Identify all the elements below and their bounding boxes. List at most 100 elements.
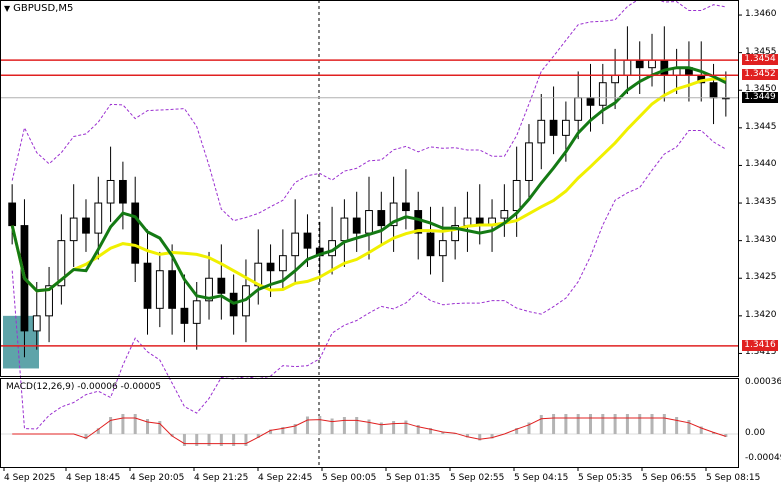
current-price-tag: 1.3449 (742, 91, 778, 103)
macd-histogram-bar (109, 417, 113, 434)
candle-body (549, 119, 558, 136)
macd-histogram-bar (232, 434, 236, 446)
candle (328, 206, 336, 275)
candle-body (155, 270, 164, 309)
bollinger-upper (11, 0, 726, 222)
resistance-lower-tag: 1.3452 (742, 69, 778, 81)
macd-histogram-bar (269, 429, 273, 434)
candle-body (8, 202, 17, 227)
slow-moving-average (10, 77, 726, 293)
macd-tick-label: 0.00036 (745, 377, 781, 387)
candle (205, 251, 213, 320)
candle (377, 191, 386, 245)
macd-histogram-bar (576, 414, 580, 434)
macd-histogram-bar (392, 421, 396, 434)
candle (266, 244, 275, 298)
candle (180, 274, 189, 343)
dropdown-triangle-icon[interactable]: ▼ (4, 4, 11, 13)
macd-histogram-bar (515, 428, 519, 434)
candle (451, 206, 460, 260)
macd-histogram-bar (96, 428, 100, 434)
time-tick-label: 4 Sep 21:25 (194, 473, 249, 483)
price-tick-label: 1.3435 (745, 197, 777, 208)
candle (426, 206, 435, 275)
macd-histogram-bar (305, 416, 309, 434)
candle-body (451, 225, 460, 242)
candle-body (82, 217, 90, 234)
candle (143, 229, 152, 335)
symbol-timeframe: GBPUSD,M5 (13, 3, 74, 14)
macd-histogram-bar (601, 414, 605, 434)
candle (94, 176, 103, 260)
candle-body (352, 217, 361, 234)
candle (402, 169, 410, 230)
time-tick-label: 5 Sep 00:05 (322, 473, 377, 483)
candle-body (660, 59, 669, 76)
macd-histogram-bar (170, 434, 174, 437)
macd-histogram-bar (416, 425, 420, 434)
chart-frame (0, 0, 742, 471)
candle-body (340, 217, 349, 242)
candle-body (426, 232, 435, 257)
macd-histogram-bar (367, 419, 371, 434)
macd-histogram-bar (379, 422, 383, 434)
candle (69, 184, 78, 267)
candle (168, 244, 177, 335)
candle-body (561, 119, 570, 136)
support-tag: 1.3416 (742, 339, 778, 351)
time-tick-label: 4 Sep 20:05 (130, 473, 185, 483)
price-tick-label: 1.3445 (745, 121, 777, 132)
macd-histogram-bar (588, 414, 592, 434)
candle-body (106, 179, 115, 204)
bollinger-lower (11, 130, 727, 430)
macd-histogram-bar (158, 421, 162, 434)
candle-body (611, 74, 619, 84)
macd-histogram-bar (318, 416, 322, 434)
candle-body (500, 210, 509, 219)
candle (57, 214, 66, 305)
candle (414, 191, 423, 260)
candle (106, 146, 115, 222)
candle (438, 206, 447, 282)
time-tick-label: 5 Sep 05:35 (578, 473, 633, 483)
candle-body (168, 270, 177, 309)
time-tick-label: 4 Sep 2025 (4, 473, 56, 483)
macd-histogram-bar (281, 427, 285, 434)
candle-body (402, 202, 410, 212)
price-tick-label: 1.3455 (745, 46, 777, 57)
level-lines (0, 59, 738, 347)
candle (291, 199, 300, 282)
time-tick-label: 5 Sep 04:15 (514, 473, 569, 483)
macd-histogram-bar (712, 432, 716, 434)
candle (709, 63, 718, 125)
candle-body (192, 300, 201, 324)
candle (217, 244, 226, 320)
candle (8, 184, 17, 245)
time-tick-label: 5 Sep 06:55 (642, 473, 697, 483)
candles (8, 26, 730, 358)
candle (500, 184, 509, 237)
candle-body (32, 315, 41, 332)
macd-histogram-bar (133, 414, 137, 434)
candle (45, 266, 53, 343)
candle-body (303, 232, 312, 249)
candle-body (438, 240, 447, 257)
macd-tick-label: -0.00049 (745, 453, 781, 463)
candle-body (291, 232, 300, 257)
candle-body (69, 217, 78, 242)
candle-body (94, 202, 103, 234)
price-tick-label: 1.3415 (745, 347, 777, 358)
time-tick-label: 4 Sep 18:45 (66, 473, 121, 483)
macd-histogram-bar (675, 417, 679, 434)
macd-histogram-bar (195, 434, 199, 446)
time-tick-label: 5 Sep 02:55 (450, 473, 505, 483)
macd-histogram-bar (146, 419, 150, 434)
candle (192, 282, 201, 350)
candle (131, 176, 140, 282)
candle (549, 86, 558, 155)
candle (315, 221, 324, 282)
price-tick-label: 1.3420 (745, 309, 777, 320)
candle-body (377, 210, 386, 227)
candle (119, 161, 127, 230)
